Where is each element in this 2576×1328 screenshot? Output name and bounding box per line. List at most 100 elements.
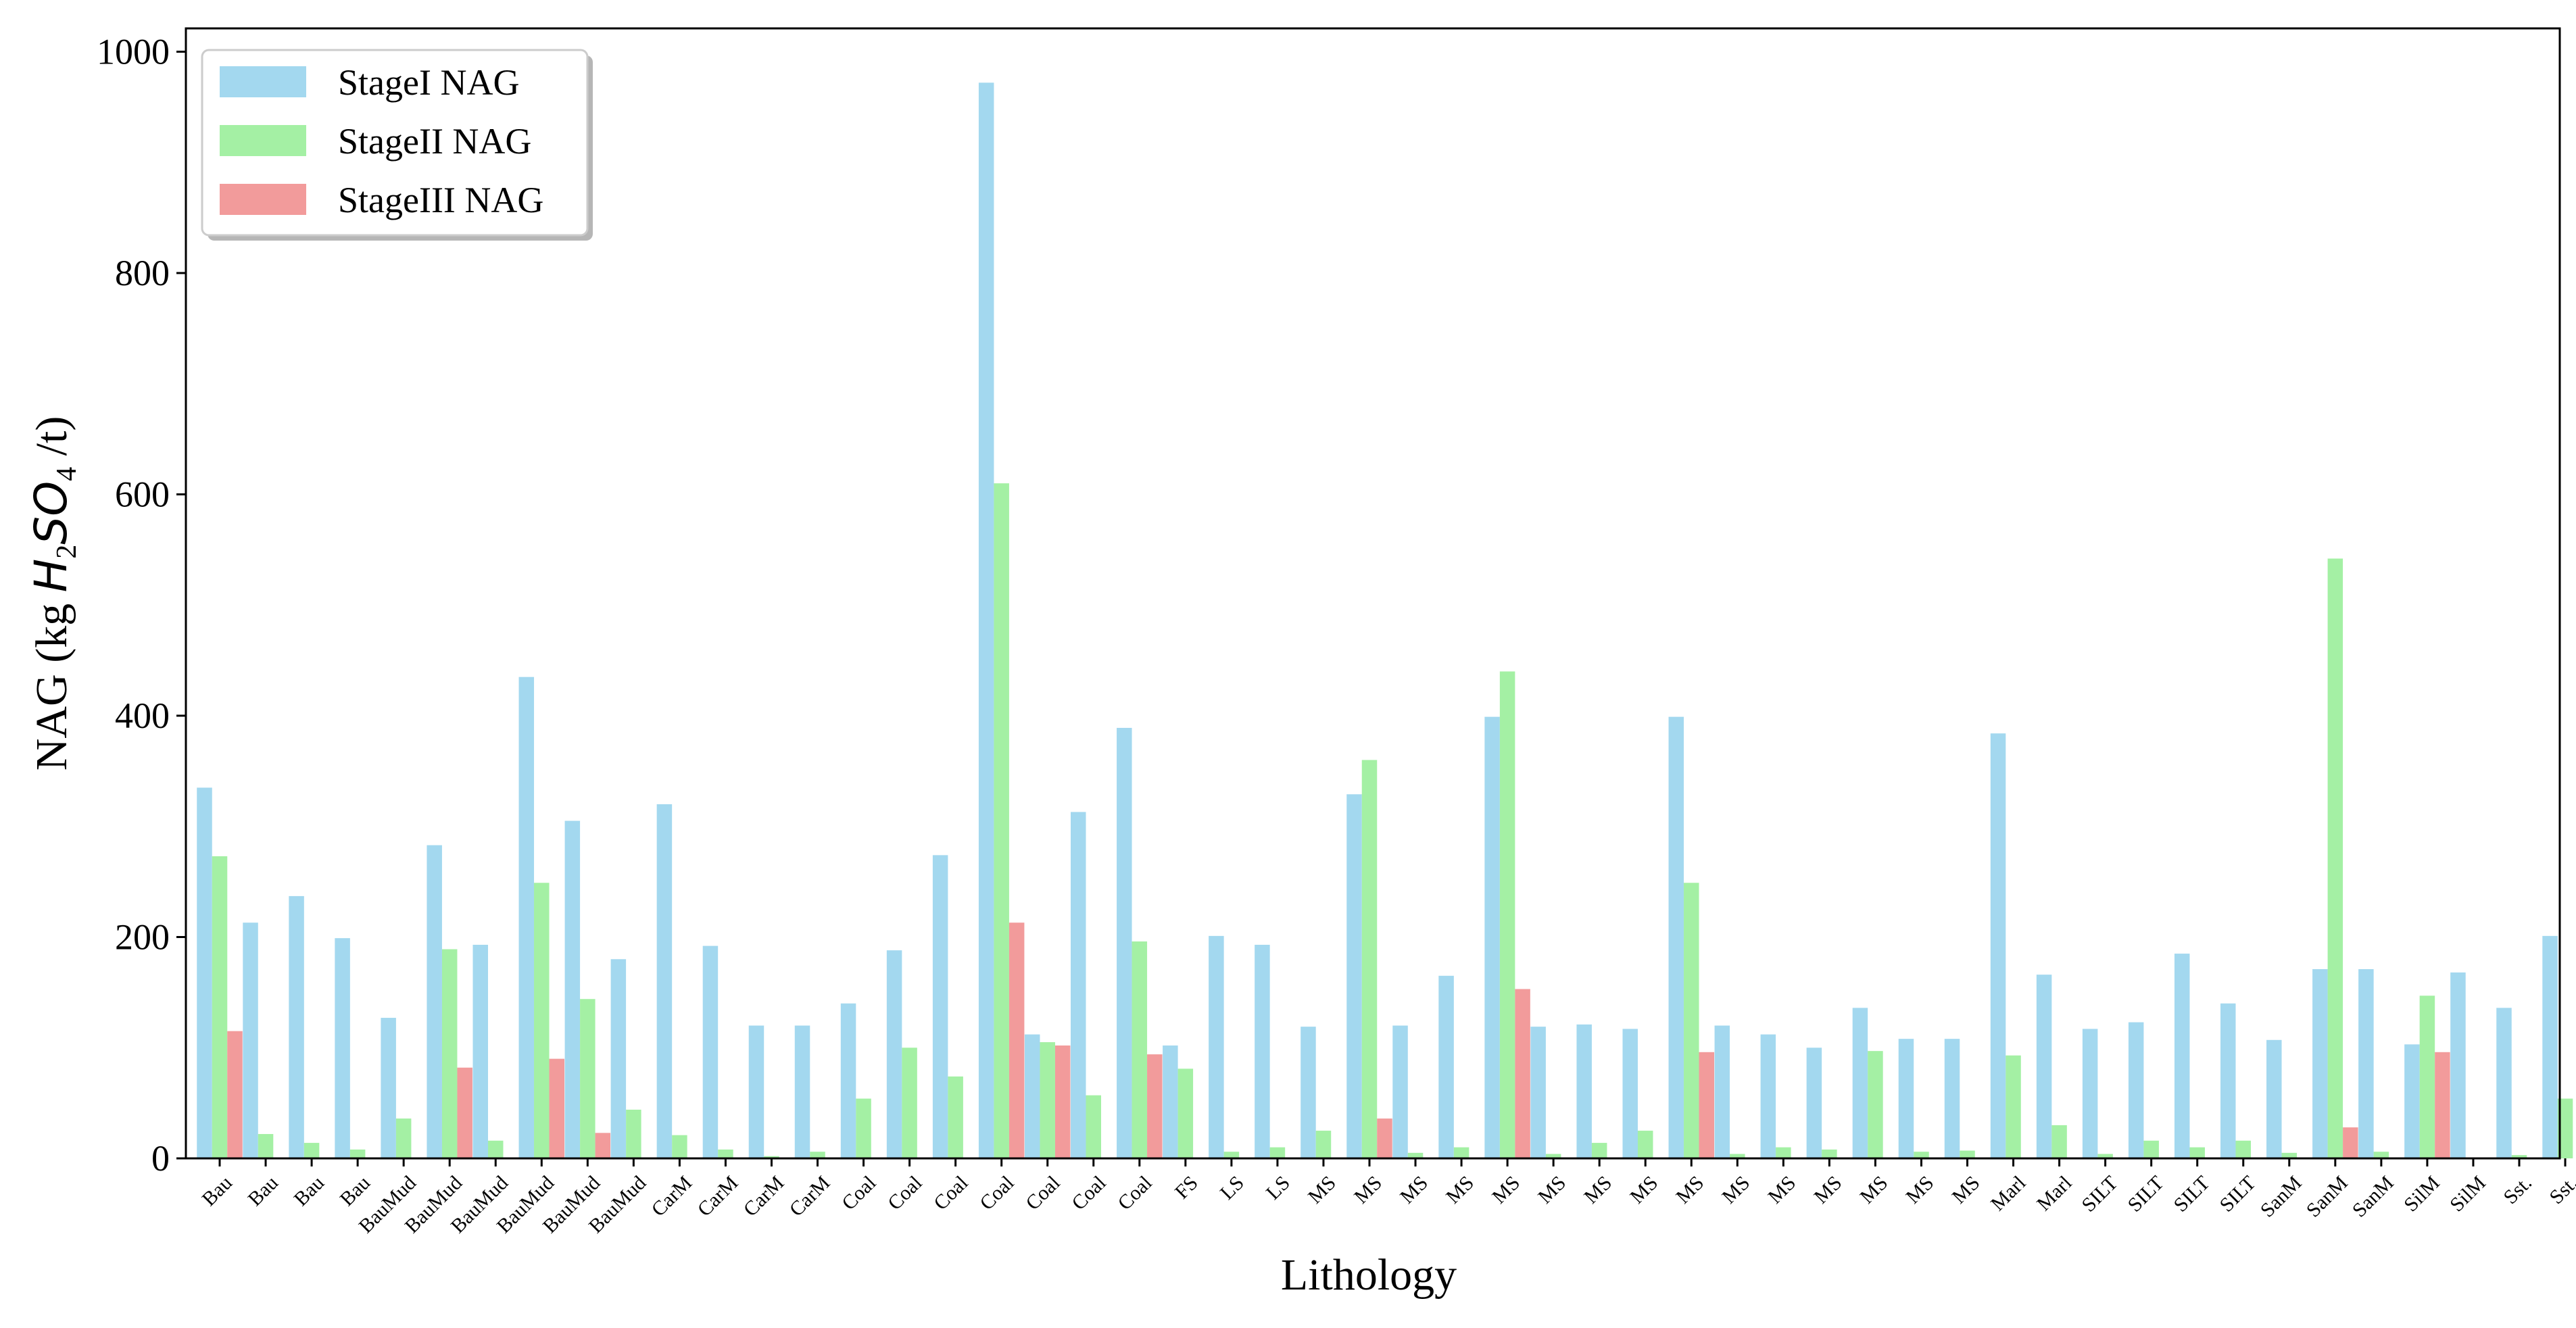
bar-stageii-nag-39 bbox=[2006, 1055, 2021, 1158]
bar-stageii-nag-7 bbox=[534, 883, 550, 1158]
bar-stageii-nag-43 bbox=[2189, 1147, 2205, 1159]
x-tick-label-26: MS bbox=[1396, 1172, 1432, 1208]
bar-stageiii-nag-0 bbox=[227, 1031, 243, 1158]
bar-stageii-nag-32 bbox=[1684, 883, 1699, 1158]
legend: StageI NAG StageII NAG StageIII NAG bbox=[201, 49, 593, 241]
bar-stageii-nag-0 bbox=[212, 856, 228, 1158]
x-tick-label-29: MS bbox=[1534, 1172, 1570, 1208]
bar-stagei-nag-17 bbox=[978, 82, 994, 1159]
bar-stagei-nag-32 bbox=[1668, 716, 1684, 1158]
bar-stageii-nag-51 bbox=[2557, 1098, 2573, 1158]
bar-stageii-nag-38 bbox=[1960, 1150, 1975, 1158]
bar-stagei-nag-14 bbox=[840, 1003, 856, 1158]
x-tick-label-34: MS bbox=[1764, 1172, 1800, 1208]
x-tick-label-10: CarM bbox=[648, 1172, 697, 1221]
bar-stageii-nag-50 bbox=[2511, 1155, 2527, 1158]
x-tick-label-17: Coal bbox=[975, 1172, 1018, 1214]
y-axis-label-suffix: /t) bbox=[27, 416, 76, 467]
x-tick-label-41: SILT bbox=[2077, 1172, 2122, 1216]
x-tick-label-21: FS bbox=[1171, 1172, 1202, 1204]
bar-stageii-nag-25 bbox=[1361, 760, 1378, 1158]
legend-item-stage2: StageII NAG bbox=[220, 121, 531, 162]
bar-stagei-nag-38 bbox=[1944, 1039, 1960, 1158]
legend-swatch-stage1 bbox=[220, 66, 306, 97]
legend-label-stage3: StageIII NAG bbox=[338, 180, 543, 220]
x-tick-label-44: SILT bbox=[2216, 1172, 2260, 1216]
bar-stageii-nag-33 bbox=[1730, 1154, 1745, 1158]
bar-stageiii-nag-48 bbox=[2435, 1052, 2450, 1158]
x-tick-label-0: Bau bbox=[197, 1172, 237, 1211]
bar-stageiii-nag-7 bbox=[549, 1058, 565, 1159]
bar-stageii-nag-3 bbox=[349, 1149, 366, 1158]
bar-stageii-nag-30 bbox=[1591, 1143, 1607, 1159]
bar-stagei-nag-31 bbox=[1622, 1029, 1638, 1158]
bar-stageii-nag-31 bbox=[1637, 1131, 1653, 1158]
bar-stageii-nag-1 bbox=[258, 1133, 274, 1158]
y-tick-label-400: 400 bbox=[115, 695, 170, 736]
bar-stageii-nag-6 bbox=[487, 1140, 504, 1158]
x-tick-label-27: MS bbox=[1442, 1172, 1478, 1208]
x-tick-label-48: SilM bbox=[2400, 1172, 2444, 1216]
x-axis-ticks: Bau Bau Bau BauBauMudBauMudBauMudBauMudBauM… bbox=[197, 1158, 2576, 1237]
bar-stagei-nag-42 bbox=[2128, 1022, 2144, 1158]
x-tick-label-32: MS bbox=[1672, 1172, 1708, 1208]
bar-stageii-nag-4 bbox=[395, 1118, 412, 1158]
x-tick-label-30: MS bbox=[1580, 1172, 1616, 1208]
bar-stageii-nag-41 bbox=[2097, 1154, 2113, 1158]
legend-label-stage2: StageII NAG bbox=[338, 121, 531, 162]
x-tick-label-31: MS bbox=[1626, 1172, 1662, 1208]
bar-stagei-nag-43 bbox=[2174, 954, 2190, 1158]
bar-stagei-nag-6 bbox=[472, 944, 488, 1158]
bar-stageii-nag-11 bbox=[718, 1149, 733, 1158]
x-tick-label-51: Sst. bbox=[2545, 1172, 2576, 1209]
x-tick-label-24: MS bbox=[1304, 1172, 1340, 1208]
x-tick-label-15: Coal bbox=[883, 1172, 926, 1214]
bar-stageii-nag-12 bbox=[764, 1156, 779, 1158]
bar-stagei-nag-1 bbox=[243, 923, 258, 1158]
bar-stagei-nag-7 bbox=[518, 677, 535, 1158]
bar-stageii-nag-13 bbox=[810, 1152, 825, 1158]
x-tick-label-1: Bau bbox=[243, 1172, 283, 1211]
bar-stageii-nag-48 bbox=[2419, 995, 2435, 1158]
bar-stageii-nag-36 bbox=[1868, 1051, 1883, 1158]
bar-stageii-nag-29 bbox=[1545, 1154, 1561, 1158]
x-tick-label-42: SILT bbox=[2123, 1172, 2168, 1216]
bar-stagei-nag-20 bbox=[1117, 728, 1132, 1158]
bar-stagei-nag-49 bbox=[2450, 972, 2466, 1158]
bar-stageii-nag-14 bbox=[856, 1098, 871, 1158]
x-tick-label-14: Coal bbox=[837, 1172, 880, 1214]
bar-stageii-nag-22 bbox=[1223, 1152, 1240, 1158]
x-tick-label-22: LS bbox=[1216, 1172, 1248, 1204]
bar-stagei-nag-37 bbox=[1898, 1039, 1914, 1158]
bar-stagei-nag-18 bbox=[1024, 1034, 1040, 1158]
x-tick-label-23: LS bbox=[1262, 1172, 1294, 1204]
x-tick-label-35: MS bbox=[1809, 1172, 1846, 1208]
bar-stageii-nag-21 bbox=[1177, 1068, 1194, 1158]
y-tick-label-600: 600 bbox=[115, 474, 170, 515]
bar-stageii-nag-40 bbox=[2051, 1125, 2067, 1159]
bar-stageii-nag-20 bbox=[1132, 941, 1148, 1158]
y-axis-ticks: 0 200 400 600 800 1000 bbox=[97, 32, 186, 1179]
bar-stageiii-nag-28 bbox=[1515, 989, 1530, 1158]
bar-stagei-nag-9 bbox=[610, 959, 627, 1158]
bar-stagei-nag-12 bbox=[748, 1025, 764, 1158]
y-axis-label-so: SO bbox=[25, 481, 77, 545]
y-tick-label-800: 800 bbox=[115, 253, 170, 293]
bar-stageii-nag-5 bbox=[441, 949, 458, 1158]
bar-stageiii-nag-32 bbox=[1699, 1052, 1715, 1158]
x-tick-label-47: SanM bbox=[2348, 1172, 2398, 1222]
legend-swatch-stage2 bbox=[220, 125, 306, 156]
bar-stageii-nag-24 bbox=[1315, 1131, 1332, 1158]
bar-stageii-nag-16 bbox=[948, 1076, 963, 1158]
bar-stageii-nag-34 bbox=[1776, 1147, 1791, 1159]
bar-stageii-nag-28 bbox=[1499, 671, 1515, 1158]
bar-stagei-nag-39 bbox=[1990, 733, 2006, 1158]
x-tick-label-13: CarM bbox=[785, 1172, 835, 1221]
bar-stagei-nag-8 bbox=[564, 820, 581, 1158]
bar-stagei-nag-19 bbox=[1071, 812, 1086, 1158]
y-axis-label-prefix: NAG (kg bbox=[27, 592, 76, 770]
bar-stagei-nag-0 bbox=[197, 787, 212, 1158]
bar-stageiii-nag-20 bbox=[1147, 1054, 1163, 1158]
x-tick-label-20: Coal bbox=[1113, 1172, 1156, 1214]
